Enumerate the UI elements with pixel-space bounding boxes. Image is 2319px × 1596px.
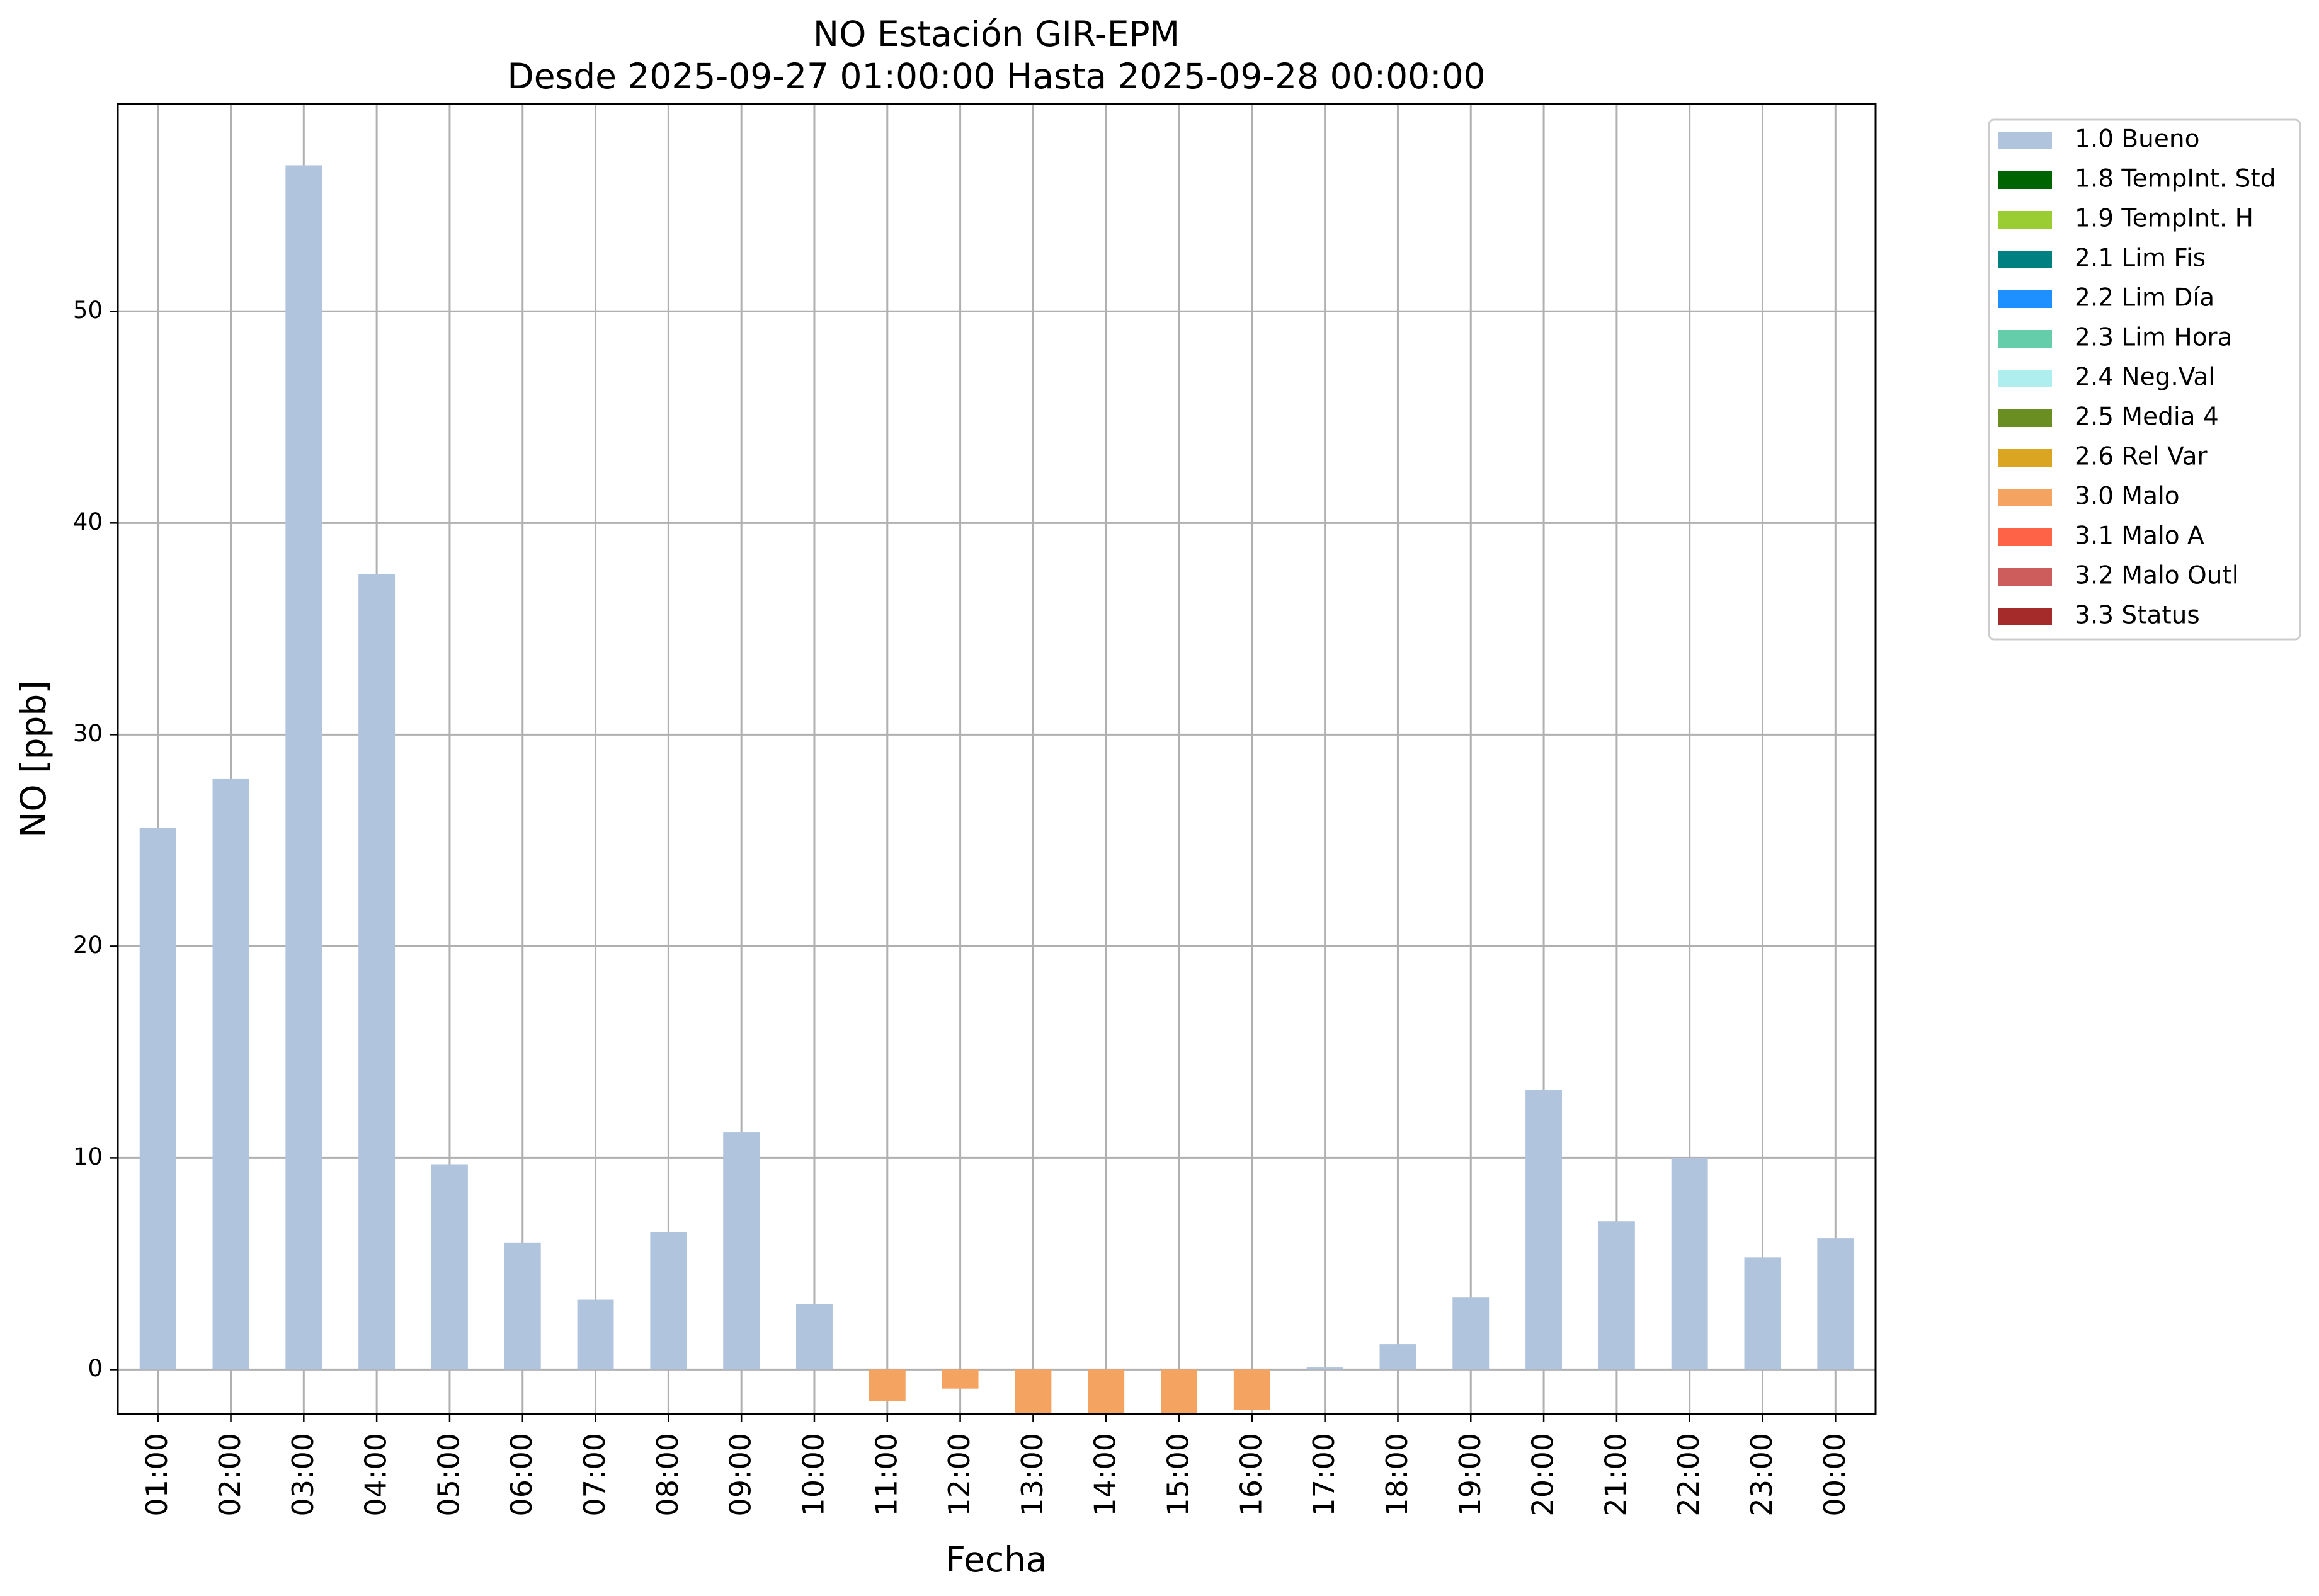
- legend-entry-label: 2.3 Lim Hora: [2075, 324, 2233, 352]
- x-tick-label: 22:00: [1672, 1433, 1706, 1517]
- bar-0000: [1817, 1238, 1854, 1370]
- legend-entry-label: 2.6 Rel Var: [2075, 443, 2208, 471]
- x-tick-label: 13:00: [1015, 1433, 1049, 1517]
- bar-1600: [1233, 1369, 1270, 1410]
- chart-subtitle: Desde 2025-09-27 01:00:00 Hasta 2025-09-…: [507, 56, 1485, 96]
- legend-swatch: [1998, 568, 2052, 586]
- y-tick-label: 50: [73, 297, 103, 324]
- x-tick-label: 08:00: [651, 1433, 685, 1517]
- x-tick-label: 09:00: [724, 1433, 758, 1517]
- y-tick-label: 0: [88, 1355, 103, 1382]
- legend-swatch: [1998, 211, 2052, 229]
- legend-entry-label: 1.8 TempInt. Std: [2075, 165, 2276, 193]
- x-axis-ticks: 01:00 02:00 03:00 04:00 05:00 06:00 07:00 08:00…: [140, 1414, 1852, 1517]
- x-tick-label: 15:00: [1161, 1433, 1195, 1517]
- x-tick-label: 07:00: [578, 1433, 612, 1517]
- x-tick-label: 16:00: [1234, 1433, 1268, 1517]
- bar-1900: [1452, 1297, 1490, 1370]
- bar-0300: [285, 165, 322, 1370]
- x-tick-label: 12:00: [942, 1433, 976, 1517]
- legend-entry-label: 3.1 Malo A: [2075, 522, 2204, 550]
- legend-swatch: [1998, 449, 2052, 467]
- bar-2000: [1525, 1090, 1563, 1370]
- bar-1500: [1161, 1369, 1197, 1414]
- legend-entry-label: 3.2 Malo Outl: [2075, 562, 2239, 590]
- y-tick-label: 30: [73, 720, 103, 747]
- x-tick-label: 11:00: [869, 1433, 903, 1517]
- legend: 1.0 Bueno 1.8 TempInt. Std 1.9 TempInt. H 2…: [1988, 118, 2301, 641]
- legend-entry-label: 2.1 Lim Fis: [2075, 244, 2206, 273]
- chart-title: NO Estación GIR-EPM: [813, 14, 1180, 54]
- bar-1100: [869, 1369, 906, 1401]
- legend-swatch: [1998, 251, 2052, 268]
- legend-swatch: [1998, 171, 2052, 189]
- legend-entry-label: 2.5 Media 4: [2075, 403, 2219, 431]
- legend-entry-label: 2.2 Lim Día: [2075, 284, 2214, 312]
- x-tick-label: 21:00: [1598, 1433, 1632, 1517]
- y-tick-label: 40: [73, 508, 103, 535]
- legend-box: [1988, 118, 2301, 641]
- legend-entry-label: 2.4 Neg.Val: [2075, 363, 2215, 392]
- legend-swatch: [1998, 608, 2052, 625]
- x-tick-label: 23:00: [1745, 1433, 1779, 1517]
- bar-0900: [723, 1132, 760, 1370]
- x-tick-label: 01:00: [140, 1433, 174, 1517]
- bar-1000: [796, 1304, 833, 1370]
- x-tick-label: 18:00: [1380, 1433, 1414, 1517]
- legend-swatch: [1998, 528, 2052, 546]
- x-tick-label: 17:00: [1307, 1433, 1341, 1517]
- x-tick-label: 14:00: [1088, 1433, 1122, 1517]
- legend-swatch: [1998, 489, 2052, 506]
- plot-frame: [117, 103, 1877, 1415]
- bar-1700: [1306, 1367, 1343, 1370]
- y-axis-label: NO [ppb]: [13, 680, 54, 838]
- y-tick-label: 20: [73, 932, 103, 959]
- bar-0800: [650, 1232, 687, 1370]
- grid: [118, 104, 1876, 1414]
- bar-0500: [431, 1164, 468, 1370]
- bar-1800: [1379, 1344, 1416, 1370]
- bar-2300: [1744, 1257, 1781, 1370]
- x-tick-label: 00:00: [1818, 1433, 1852, 1517]
- legend-swatch: [1998, 409, 2052, 427]
- x-tick-label: 03:00: [286, 1433, 320, 1517]
- x-tick-label: 19:00: [1453, 1433, 1487, 1517]
- bar-0400: [358, 573, 396, 1370]
- y-tick-label: 10: [73, 1143, 103, 1170]
- x-tick-label: 20:00: [1526, 1433, 1560, 1517]
- x-tick-label: 06:00: [504, 1433, 538, 1517]
- bar-1400: [1088, 1369, 1125, 1414]
- bar-0100: [139, 828, 176, 1370]
- bar-2100: [1598, 1221, 1635, 1370]
- x-tick-label: 10:00: [796, 1433, 830, 1517]
- x-tick-label: 05:00: [431, 1433, 465, 1517]
- bar-0700: [577, 1299, 614, 1370]
- legend-entry-label: 3.0 Malo: [2075, 482, 2180, 511]
- x-axis-label: Fecha: [945, 1539, 1047, 1580]
- legend-swatch: [1998, 132, 2052, 149]
- legend-entry-label: 1.0 Bueno: [2075, 125, 2199, 154]
- bar-2200: [1671, 1158, 1708, 1370]
- y-axis-ticks: 0 10 20 30 40 50: [73, 297, 118, 1382]
- legend-swatch: [1998, 330, 2052, 348]
- legend-entry-label: 1.9 TempInt. H: [2075, 205, 2253, 233]
- bars: [139, 165, 1854, 1414]
- legend-entry-label: 3.3 Status: [2075, 601, 2200, 630]
- x-tick-label: 02:00: [213, 1433, 247, 1517]
- x-tick-label: 04:00: [359, 1433, 393, 1517]
- legend-swatch: [1998, 370, 2052, 387]
- bar-1300: [1015, 1369, 1052, 1414]
- bar-0600: [504, 1242, 541, 1370]
- bar-1200: [942, 1369, 979, 1389]
- bar-0200: [212, 778, 249, 1370]
- legend-swatch: [1998, 290, 2052, 308]
